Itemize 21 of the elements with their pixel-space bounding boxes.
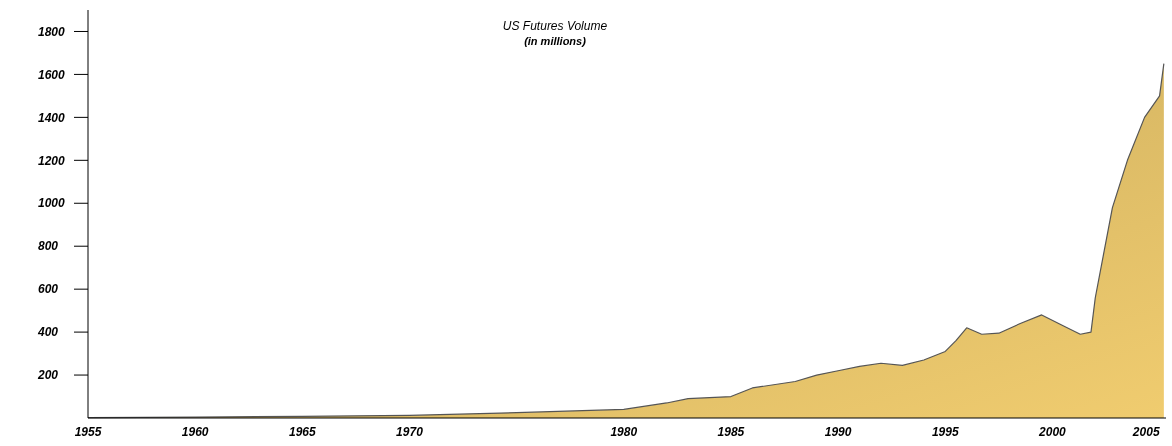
x-tick-label: 2000 (1038, 425, 1067, 439)
x-tick-label: 1955 (74, 425, 102, 439)
x-tick-label: 1985 (717, 425, 745, 439)
x-tick-label: 2005 (1131, 425, 1160, 439)
y-tick-label: 1000 (38, 196, 66, 211)
x-tick-label: 1965 (288, 425, 316, 439)
y-tick-label: 600 (38, 282, 59, 297)
y-tick-label: 1200 (38, 153, 66, 168)
text: US Futures Volume (502, 19, 608, 33)
x-tick-label: 1990 (824, 425, 852, 439)
y-tick-label: 200 (37, 368, 59, 383)
y-tick-label: 1600 (38, 67, 66, 82)
text: (in millions) (524, 35, 587, 47)
x-tick-label: 1970 (396, 425, 424, 439)
x-tick-label: 1960 (181, 425, 209, 439)
y-tick-label: 1400 (38, 110, 66, 125)
x-tick-label: 1980 (610, 425, 638, 439)
y-tick-label: 1800 (38, 24, 66, 39)
x-tick-label: 1995 (931, 425, 959, 439)
y-tick-label: 400 (37, 325, 59, 340)
y-tick-label: 800 (38, 239, 59, 254)
